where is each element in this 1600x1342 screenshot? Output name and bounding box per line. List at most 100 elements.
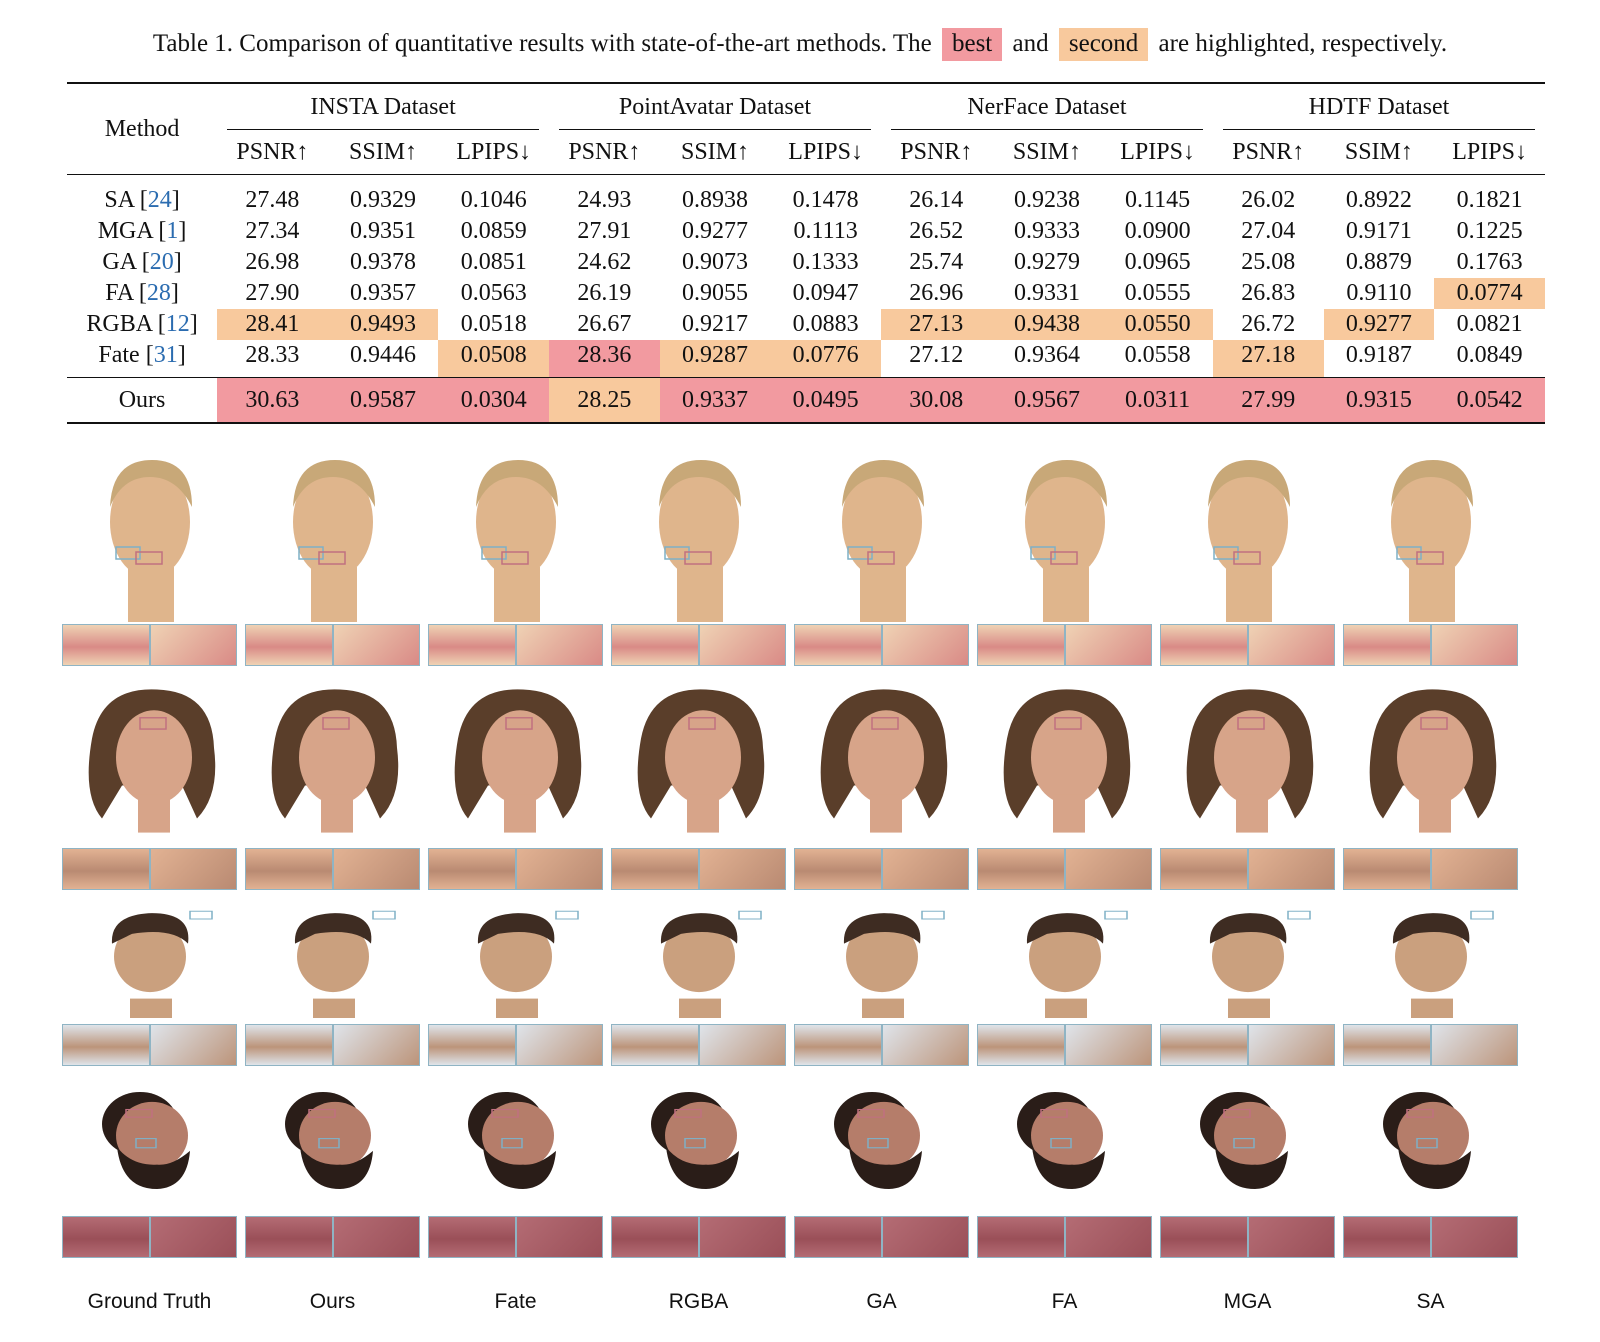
citation-link[interactable]: 24 — [147, 187, 172, 213]
table-cell: 0.0947 — [792, 280, 859, 306]
face-illustration — [293, 460, 375, 622]
table-cell: 0.1478 — [792, 187, 859, 213]
table-cell: 26.14 — [909, 187, 964, 213]
zoom-crop-left — [1160, 1024, 1248, 1066]
zoom-crop-left — [1160, 848, 1248, 890]
table-cell: 0.0518 — [460, 311, 527, 337]
table-caption: Table 1. Comparison of quantitative resu… — [0, 28, 1600, 61]
table-cell: 28.33 — [245, 342, 300, 368]
zoom-crop-right — [699, 1216, 786, 1258]
zoom-crop-left — [611, 1024, 699, 1066]
dataset-header-hdtf: HDTF Dataset — [1213, 83, 1545, 130]
table-cell: 28.41 — [217, 309, 328, 340]
table-row: MGA [1] 27.34 0.9351 0.0859 27.91 0.9277 0.111… — [67, 216, 1545, 247]
face-illustration — [1200, 1091, 1288, 1190]
table-cell: 0.9315 — [1323, 377, 1435, 423]
method-name: Fate [31] — [98, 342, 186, 368]
zoom-crop-left — [977, 848, 1065, 890]
table-cell: 0.0900 — [1124, 218, 1191, 244]
table-cell: 0.0849 — [1456, 342, 1523, 368]
table-cell: 28.36 — [549, 340, 660, 378]
table-cell: 0.0851 — [460, 249, 527, 275]
dataset-header-insta: INSTA Dataset — [217, 83, 549, 130]
zoom-crop-right — [516, 848, 603, 890]
table-cell: 0.8879 — [1345, 249, 1412, 275]
face-illustration — [660, 910, 762, 1018]
citation-link[interactable]: 20 — [149, 249, 174, 275]
table-cell: 0.0821 — [1456, 311, 1523, 337]
citation-link[interactable]: 1 — [166, 218, 179, 244]
zoom-crop-left — [611, 1216, 699, 1258]
column-label: MGA — [1223, 1290, 1272, 1313]
zoom-crop-left — [1160, 1216, 1248, 1258]
face-illustration — [1026, 910, 1128, 1018]
zoom-crop-right — [1248, 1216, 1335, 1258]
face-render — [62, 908, 237, 1018]
metric-header: PSNR↑ — [1232, 138, 1305, 165]
table-cell: 27.48 — [245, 187, 300, 213]
zoom-crop-right — [882, 1024, 969, 1066]
column-label: FA — [1051, 1290, 1078, 1313]
table-cell: 27.13 — [880, 309, 992, 340]
zoom-crop-right — [1248, 624, 1335, 666]
face-render — [245, 682, 420, 842]
face-render — [611, 1082, 786, 1212]
method-name: RGBA [12] — [86, 311, 198, 337]
zoom-crop-right — [1248, 1024, 1335, 1066]
zoom-crop-right — [150, 848, 237, 890]
face-illustration — [659, 460, 741, 622]
table-cell: 0.8922 — [1345, 187, 1412, 213]
table-cell: 24.62 — [577, 249, 632, 275]
table-cell: 0.0550 — [1102, 309, 1213, 340]
table-cell: 0.0304 — [438, 377, 550, 423]
zoom-crop-left — [794, 1216, 882, 1258]
zoom-crop-right — [1248, 848, 1335, 890]
face-render — [1160, 1082, 1335, 1212]
zoom-crop-left — [794, 624, 882, 666]
face-illustration — [834, 1091, 922, 1190]
citation-link[interactable]: 28 — [146, 280, 171, 306]
face-illustration — [651, 1091, 739, 1190]
face-render — [977, 1082, 1152, 1212]
face-illustration — [637, 689, 765, 833]
citation-link[interactable]: 31 — [153, 342, 178, 368]
table-cell: 0.9110 — [1346, 280, 1412, 306]
table-row: Fate [31] 28.33 0.9446 0.0508 28.36 0.9287 0.0… — [67, 340, 1545, 378]
face-render — [428, 682, 603, 842]
zoom-crop-right — [699, 1024, 786, 1066]
zoom-crop-left — [245, 624, 333, 666]
table-cell: 0.9277 — [1323, 309, 1435, 340]
table-cell: 0.9277 — [681, 218, 748, 244]
zoom-crop-right — [882, 1216, 969, 1258]
zoom-crop-right — [1065, 848, 1152, 890]
face-illustration — [1369, 689, 1497, 833]
column-label: Ground Truth — [87, 1290, 212, 1313]
metric-header: PSNR↑ — [236, 138, 309, 165]
zoom-crop-right — [1065, 624, 1152, 666]
method-name: FA [28] — [105, 280, 179, 306]
table-cell: 25.74 — [909, 249, 964, 275]
zoom-crop-right — [150, 1024, 237, 1066]
face-illustration — [1209, 910, 1311, 1018]
table-cell: 25.08 — [1241, 249, 1296, 275]
table-cell: 26.98 — [245, 249, 300, 275]
table-cell: 0.0883 — [792, 311, 859, 337]
zoom-crop-left — [428, 848, 516, 890]
metric-header-row: PSNR↑ SSIM↑ LPIPS↓ PSNR↑ SSIM↑ LPIPS↓ PSNR↑ SSI… — [67, 130, 1545, 175]
face-illustration — [271, 689, 399, 833]
results-table: Method INSTA Dataset PointAvatar Dataset… — [67, 82, 1545, 424]
face-render — [611, 452, 786, 622]
face-render — [1160, 908, 1335, 1018]
zoom-crop-left — [62, 848, 150, 890]
table-row-ours: Ours 30.63 0.9587 0.0304 28.25 0.9337 0.0495 30… — [67, 377, 1545, 423]
dataset-header-pointavatar: PointAvatar Dataset — [549, 83, 881, 130]
citation-link[interactable]: 12 — [165, 311, 190, 337]
face-render — [62, 452, 237, 622]
zoom-crop-left — [1343, 624, 1431, 666]
table-cell: 0.0774 — [1434, 278, 1545, 309]
face-illustration — [102, 1091, 190, 1190]
table-cell: 26.02 — [1241, 187, 1296, 213]
method-name: Ours — [118, 386, 166, 413]
face-render — [245, 452, 420, 622]
zoom-crop-right — [516, 1024, 603, 1066]
